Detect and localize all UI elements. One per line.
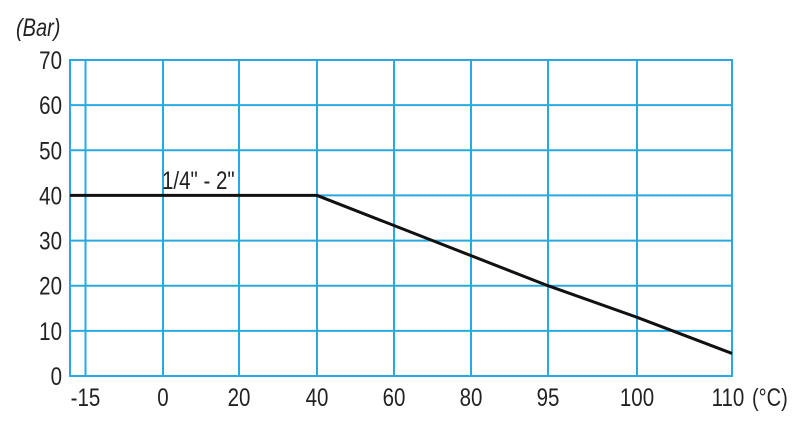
x-tick-label: 60 [383, 383, 406, 411]
x-tick-label: 100 [620, 383, 654, 411]
x-tick-label: 110 [712, 383, 745, 411]
x-tick-label: 40 [306, 383, 329, 411]
x-tick-label: 95 [537, 383, 560, 411]
y-tick-label: 30 [39, 227, 62, 255]
x-tick-label: 20 [228, 383, 251, 411]
series-label: 1/4" - 2" [162, 166, 235, 194]
x-tick-label: -15 [71, 383, 101, 411]
y-tick-label: 50 [39, 136, 62, 164]
plot-frame [69, 59, 733, 377]
grid [69, 59, 733, 377]
y-tick-label: 20 [39, 272, 62, 300]
y-axis-label: (Bar) [16, 14, 60, 42]
y-tick-label: 60 [39, 91, 62, 119]
y-tick-label: 40 [39, 181, 62, 209]
x-axis-label: (°C) [752, 384, 788, 412]
y-tick-label: 70 [39, 46, 62, 74]
x-tick-label: 80 [460, 383, 483, 411]
y-tick-label: 10 [39, 317, 62, 345]
y-tick-label: 0 [51, 362, 62, 390]
series-line [70, 193, 733, 355]
x-tick-label: 0 [157, 383, 168, 411]
tick-labels: -15 0 20 40 60 80 95 100 110 0 10 20 30 40 50 60 70 [39, 46, 744, 411]
